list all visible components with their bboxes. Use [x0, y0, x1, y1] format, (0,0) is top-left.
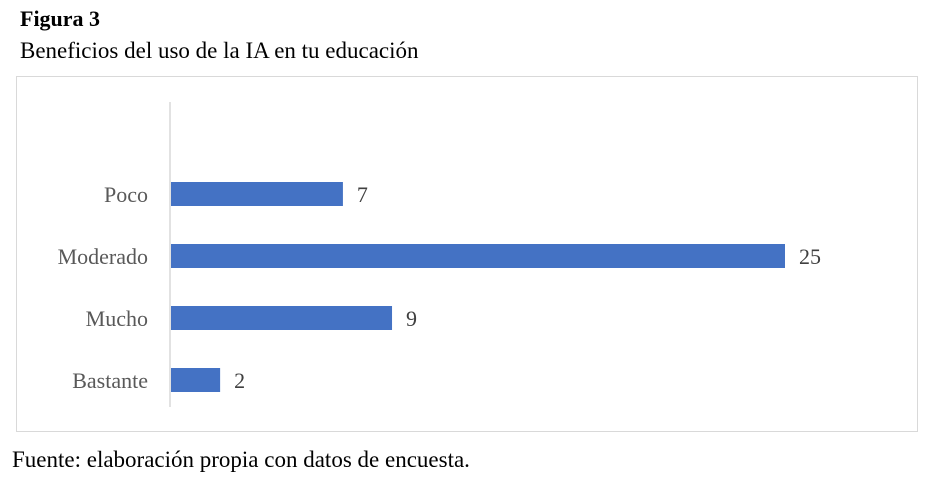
bar-bastante — [171, 368, 221, 392]
value-label-moderado: 25 — [799, 244, 821, 269]
category-label-moderado: Moderado — [58, 244, 148, 269]
value-label-bastante: 2 — [234, 368, 245, 393]
figure-label: Figura 3 — [20, 6, 101, 31]
bar-poco — [171, 182, 343, 206]
bar-moderado — [171, 244, 785, 268]
category-label-bastante: Bastante — [72, 368, 148, 393]
bar-mucho — [171, 306, 393, 330]
value-label-poco: 7 — [357, 182, 368, 207]
chart-frame: Poco 7 Moderado 25 Mucho 9 Bastante 2 — [16, 76, 918, 432]
value-label-mucho: 9 — [406, 306, 417, 331]
category-label-poco: Poco — [104, 182, 148, 207]
figure-title: Beneficios del uso de la IA en tu educac… — [20, 38, 419, 63]
figure-source: Fuente: elaboración propia con datos de … — [12, 447, 470, 472]
category-label-mucho: Mucho — [86, 306, 148, 331]
bar-chart: Poco 7 Moderado 25 Mucho 9 Bastante 2 — [58, 102, 821, 407]
